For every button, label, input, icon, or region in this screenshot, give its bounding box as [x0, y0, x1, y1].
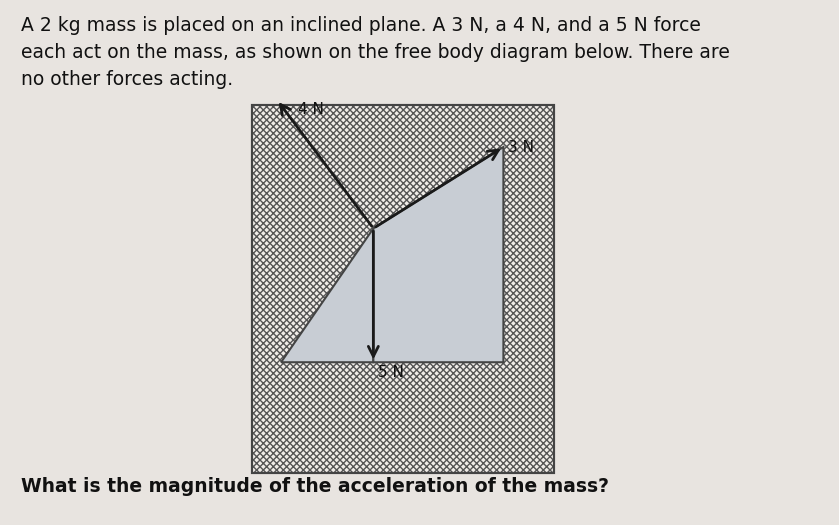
Polygon shape — [281, 228, 373, 362]
Text: 3 N: 3 N — [508, 140, 534, 154]
Bar — [252, 105, 554, 472]
Bar — [252, 105, 554, 472]
Text: 4 N: 4 N — [298, 102, 324, 118]
Text: A 2 kg mass is placed on an inclined plane. A 3 N, a 4 N, and a 5 N force
each a: A 2 kg mass is placed on an inclined pla… — [21, 16, 730, 89]
Polygon shape — [373, 147, 503, 362]
Text: What is the magnitude of the acceleration of the mass?: What is the magnitude of the acceleratio… — [21, 477, 609, 496]
Text: 5 N: 5 N — [378, 365, 404, 380]
Bar — [252, 105, 554, 472]
